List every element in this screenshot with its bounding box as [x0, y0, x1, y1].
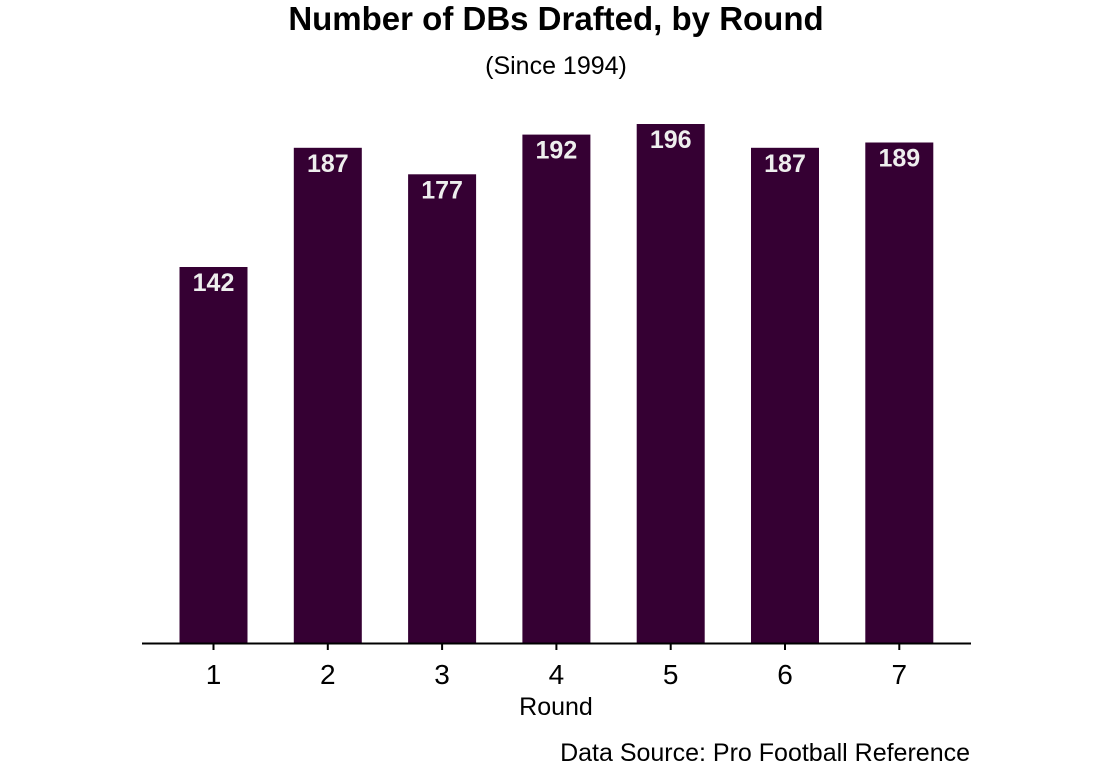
x-tick-label-4: 4	[549, 659, 565, 690]
bar-value-label-2: 187	[307, 150, 349, 178]
bar-round-6	[751, 147, 819, 644]
bar-value-label-3: 177	[421, 176, 463, 204]
x-tick-label-5: 5	[663, 659, 679, 690]
bar-round-3	[408, 174, 477, 644]
data-source-caption: Data Source: Pro Football Reference	[560, 739, 970, 767]
bar-value-label-4: 192	[536, 137, 578, 165]
x-axis-title: Round	[519, 693, 593, 721]
bar-label-group: 142 187 177 192 196 187 189	[193, 126, 921, 297]
x-tick-label-7: 7	[892, 659, 908, 690]
bar-value-label-5: 196	[650, 126, 692, 154]
x-tick-label-3: 3	[434, 659, 450, 690]
x-tick-label-6: 6	[777, 659, 793, 690]
x-tick-label-1: 1	[206, 659, 222, 690]
chart-subtitle: (Since 1994)	[485, 52, 627, 80]
bar-value-label-6: 187	[764, 150, 806, 178]
bar-round-4	[522, 134, 591, 643]
chart-title: Number of DBs Drafted, by Round	[288, 0, 823, 37]
bar-round-2	[293, 147, 362, 644]
bar-round-5	[636, 124, 705, 643]
bar-group	[179, 124, 934, 644]
bar-round-1	[179, 267, 248, 643]
x-tick-group: 1 2 3 4 5 6 7	[206, 644, 907, 690]
bar-round-7	[865, 142, 934, 643]
bar-value-label-7: 189	[878, 145, 920, 173]
bar-value-label-1: 142	[193, 269, 235, 297]
x-tick-label-2: 2	[320, 659, 336, 690]
